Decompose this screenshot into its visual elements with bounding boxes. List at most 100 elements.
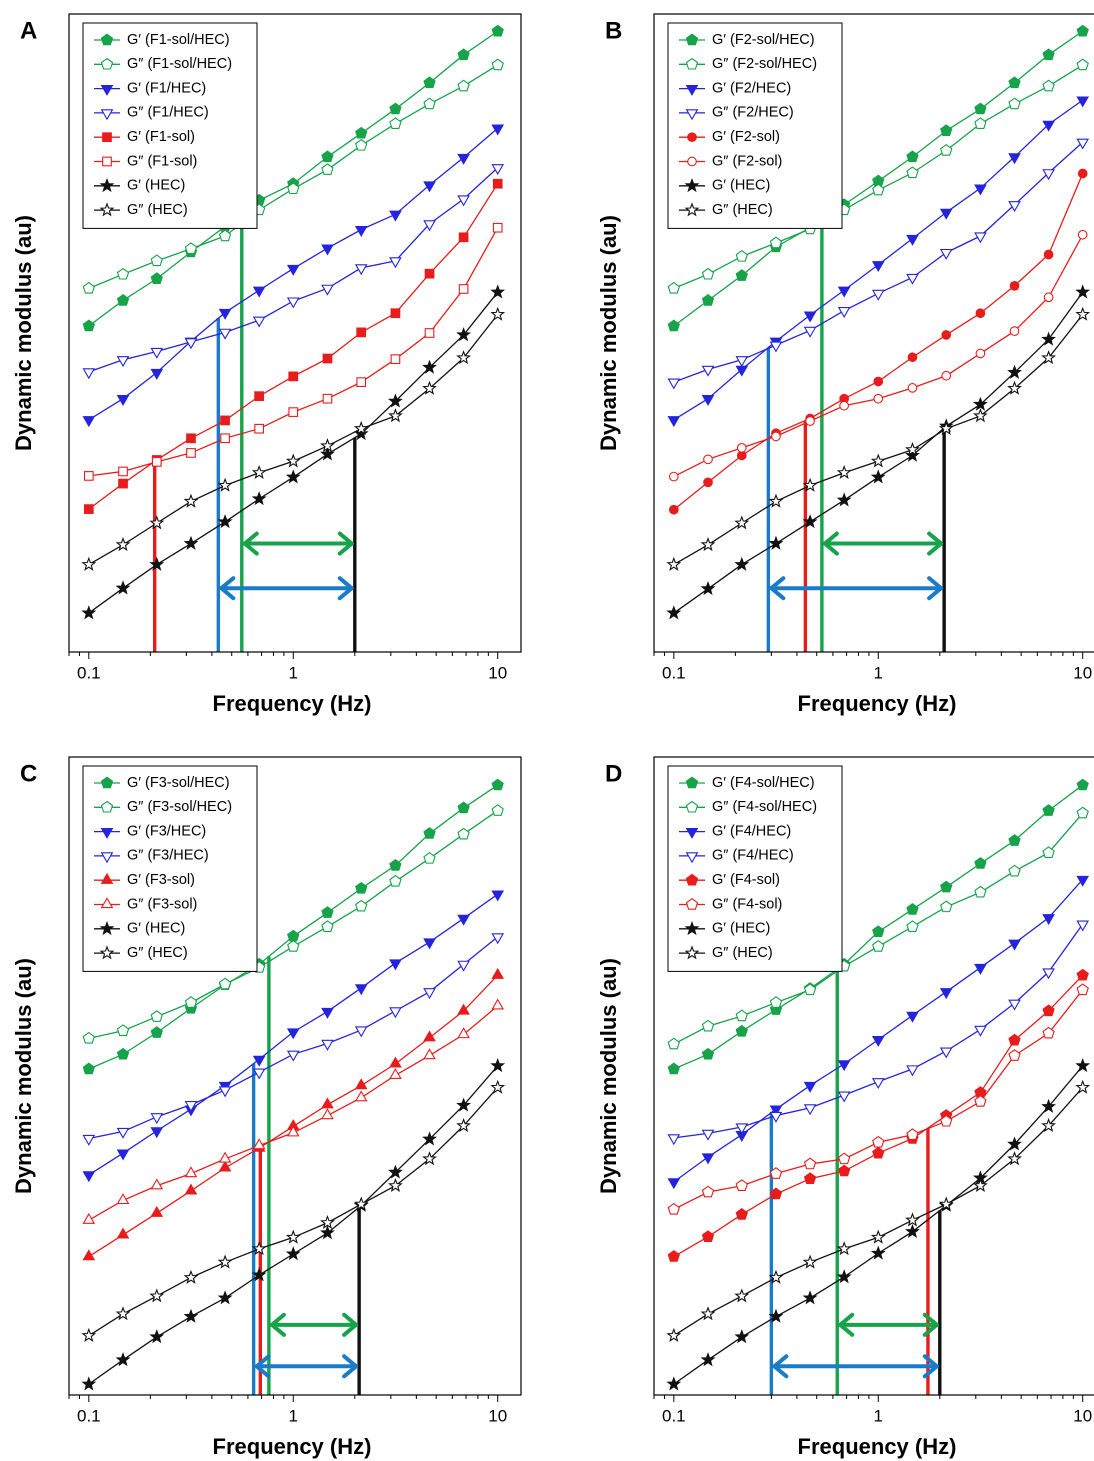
legend-label: G″ (HEC) xyxy=(712,202,773,218)
legend: G′ (F1-sol/HEC) G″ (F1-sol/HEC) G′ (F1/HEC… xyxy=(82,22,258,229)
data-point xyxy=(456,1117,471,1133)
chart-panel-d: D Dynamic modulus (au) Frequency (Hz) 0.1 1 1… xyxy=(596,756,1094,1459)
data-point xyxy=(736,442,747,453)
data-point xyxy=(82,368,96,380)
legend-label: G′ (F2-sol/HEC) xyxy=(712,32,815,48)
data-point xyxy=(456,1097,471,1112)
data-point xyxy=(1008,864,1021,877)
x-tick-label: 10 xyxy=(488,663,507,682)
data-point xyxy=(116,356,130,368)
range-arrow xyxy=(242,531,354,556)
data-point xyxy=(286,264,300,276)
series-7 xyxy=(81,1079,506,1342)
legend-label: G′ (F1/HEC) xyxy=(127,80,206,96)
legend-box xyxy=(667,22,843,229)
x-axis-label: Frequency (Hz) xyxy=(213,1434,372,1459)
legend-label: G′ (F1-sol) xyxy=(127,129,195,145)
data-point xyxy=(1042,1004,1055,1017)
data-point xyxy=(836,1241,852,1256)
series-2 xyxy=(82,124,505,428)
series-3 xyxy=(667,138,1090,390)
data-point xyxy=(1008,999,1021,1011)
legend-item: G″ (F4-sol/HEC) xyxy=(679,799,817,815)
data-point xyxy=(701,1185,715,1198)
data-point xyxy=(701,365,715,377)
data-point xyxy=(355,138,368,151)
data-point xyxy=(872,1146,885,1159)
data-point xyxy=(703,477,713,488)
data-point xyxy=(150,1026,163,1038)
x-tick-label: 1 xyxy=(874,1406,883,1425)
legend-item: G′ (HEC) xyxy=(94,178,185,194)
x-ticks xyxy=(68,652,499,659)
data-point xyxy=(1008,1033,1021,1046)
data-point xyxy=(939,248,953,260)
data-point xyxy=(457,801,470,814)
data-point xyxy=(355,126,368,139)
x-tick-label: 10 xyxy=(1073,1406,1092,1425)
legend-item: G″ (F4/HEC) xyxy=(679,848,794,864)
data-point xyxy=(457,827,470,840)
legend-marker xyxy=(685,800,699,813)
data-point xyxy=(734,515,750,530)
data-point xyxy=(803,1104,817,1116)
data-point xyxy=(1042,169,1055,181)
data-point xyxy=(285,1229,301,1244)
data-point xyxy=(457,79,470,92)
legend-marker xyxy=(100,57,114,70)
data-point xyxy=(872,925,885,938)
series-3 xyxy=(82,164,505,380)
legend-marker xyxy=(100,776,114,789)
data-point xyxy=(491,124,505,136)
arrow-head-right xyxy=(342,1312,359,1337)
data-point xyxy=(974,885,987,898)
data-point xyxy=(252,1055,266,1067)
arrow-head-left xyxy=(254,1354,271,1379)
data-point xyxy=(668,504,679,515)
data-point xyxy=(286,1050,300,1062)
data-point xyxy=(906,1128,919,1140)
legend-label: G′ (F4-sol) xyxy=(712,872,780,888)
data-point xyxy=(1042,846,1055,858)
series-7 xyxy=(81,306,506,571)
range-arrow xyxy=(254,1354,359,1379)
legend-marker xyxy=(99,945,115,960)
data-point xyxy=(390,354,401,365)
data-point xyxy=(906,1011,919,1023)
legend-label: G′ (HEC) xyxy=(712,921,770,937)
data-point xyxy=(837,1060,851,1072)
data-point xyxy=(457,960,470,972)
legend-item: G′ (HEC) xyxy=(679,178,770,194)
data-point xyxy=(116,395,130,407)
data-point xyxy=(150,254,163,267)
data-point xyxy=(254,423,264,434)
data-point xyxy=(458,284,469,294)
data-point xyxy=(457,1003,470,1015)
data-point xyxy=(355,899,368,912)
legend-marker xyxy=(685,827,699,839)
data-point xyxy=(873,393,884,404)
legend-label: G″ (F3/HEC) xyxy=(127,848,209,864)
data-point xyxy=(667,1037,680,1050)
legend-item: G′ (F4-sol/HEC) xyxy=(679,775,815,791)
x-tick-label: 0.1 xyxy=(77,663,101,682)
legend-marker xyxy=(100,33,114,46)
data-point xyxy=(150,1127,164,1139)
series-7 xyxy=(666,306,1091,571)
data-point xyxy=(1007,364,1022,379)
data-point xyxy=(735,365,749,377)
data-point xyxy=(116,1227,130,1239)
legend-label: G′ (HEC) xyxy=(127,921,185,937)
legend-label: G″ (F3-sol/HEC) xyxy=(127,799,232,815)
legend-item: G′ (HEC) xyxy=(679,921,770,937)
data-point xyxy=(286,1028,300,1040)
x-ticks xyxy=(68,1395,499,1402)
data-point xyxy=(1076,96,1090,108)
data-point xyxy=(322,393,333,404)
data-point xyxy=(287,929,300,942)
series-7 xyxy=(666,1079,1091,1342)
data-point xyxy=(906,150,919,163)
data-point xyxy=(150,1178,164,1190)
data-point xyxy=(150,1113,164,1125)
